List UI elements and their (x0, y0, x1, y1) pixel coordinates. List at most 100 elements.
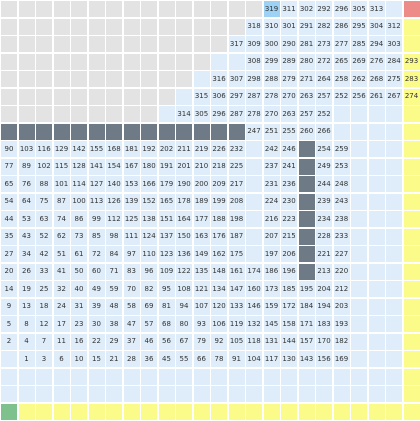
number-cell[interactable]: 63 (35, 210, 53, 228)
number-cell[interactable] (315, 368, 333, 386)
number-cell[interactable]: 173 (263, 280, 281, 298)
number-cell[interactable]: 104 (245, 350, 263, 368)
empty-cell[interactable] (88, 88, 106, 106)
number-cell[interactable]: 200 (193, 175, 211, 193)
number-cell[interactable]: 56 (158, 333, 176, 351)
number-cell[interactable]: 202 (158, 140, 176, 158)
wall-cell[interactable] (158, 123, 176, 141)
empty-cell[interactable] (140, 70, 158, 88)
number-cell[interactable]: 251 (263, 123, 281, 141)
number-cell[interactable] (175, 88, 193, 106)
wall-cell[interactable] (298, 175, 316, 193)
number-cell[interactable]: 34 (18, 245, 36, 263)
number-cell[interactable]: 145 (263, 315, 281, 333)
number-cell[interactable]: 243 (333, 193, 351, 211)
number-cell[interactable]: 266 (315, 123, 333, 141)
number-cell[interactable] (245, 193, 263, 211)
number-cell[interactable] (368, 175, 386, 193)
number-cell[interactable] (105, 403, 123, 421)
number-cell[interactable]: 66 (193, 350, 211, 368)
empty-cell[interactable] (35, 105, 53, 123)
number-cell[interactable]: 12 (35, 315, 53, 333)
number-cell[interactable] (245, 175, 263, 193)
number-cell[interactable] (385, 333, 403, 351)
number-cell[interactable]: 120 (210, 298, 228, 316)
empty-cell[interactable] (140, 0, 158, 18)
number-cell[interactable] (0, 385, 18, 403)
number-cell[interactable]: 9 (0, 298, 18, 316)
number-cell[interactable]: 221 (315, 245, 333, 263)
number-cell[interactable]: 50 (70, 263, 88, 281)
number-cell[interactable]: 31 (70, 298, 88, 316)
empty-cell[interactable] (210, 35, 228, 53)
number-cell[interactable]: 201 (175, 158, 193, 176)
number-cell[interactable]: 58 (123, 298, 141, 316)
number-cell[interactable] (385, 140, 403, 158)
number-cell[interactable] (123, 385, 141, 403)
number-cell[interactable]: 231 (263, 175, 281, 193)
number-cell[interactable]: 300 (263, 35, 281, 53)
number-cell[interactable] (368, 333, 386, 351)
empty-cell[interactable] (193, 0, 211, 18)
number-cell[interactable]: 263 (280, 105, 298, 123)
number-cell[interactable]: 296 (210, 105, 228, 123)
number-cell[interactable]: 65 (0, 175, 18, 193)
number-cell[interactable] (53, 403, 71, 421)
number-cell[interactable]: 185 (280, 280, 298, 298)
number-cell[interactable]: 210 (193, 158, 211, 176)
empty-cell[interactable] (70, 53, 88, 71)
number-cell[interactable]: 116 (35, 140, 53, 158)
number-cell[interactable] (175, 368, 193, 386)
number-cell[interactable]: 151 (158, 210, 176, 228)
empty-cell[interactable] (70, 88, 88, 106)
number-cell[interactable] (385, 280, 403, 298)
number-cell[interactable] (368, 385, 386, 403)
number-cell[interactable]: 175 (228, 245, 246, 263)
empty-cell[interactable] (18, 53, 36, 71)
number-cell[interactable]: 162 (210, 245, 228, 263)
number-cell[interactable]: 195 (298, 280, 316, 298)
number-cell[interactable]: 174 (245, 263, 263, 281)
number-cell[interactable]: 134 (210, 280, 228, 298)
number-cell[interactable]: 81 (158, 298, 176, 316)
number-cell[interactable]: 100 (70, 193, 88, 211)
number-cell[interactable]: 186 (263, 263, 281, 281)
empty-cell[interactable] (18, 18, 36, 36)
number-cell[interactable]: 248 (333, 175, 351, 193)
number-cell[interactable]: 261 (368, 88, 386, 106)
number-cell[interactable] (403, 140, 420, 158)
number-cell[interactable] (403, 228, 420, 246)
empty-cell[interactable] (35, 88, 53, 106)
number-cell[interactable]: 197 (263, 245, 281, 263)
number-cell[interactable]: 311 (280, 0, 298, 18)
empty-cell[interactable] (88, 53, 106, 71)
number-cell[interactable] (385, 123, 403, 141)
empty-cell[interactable] (123, 53, 141, 71)
number-cell[interactable]: 288 (263, 70, 281, 88)
number-cell[interactable]: 213 (315, 263, 333, 281)
number-cell[interactable]: 82 (140, 280, 158, 298)
number-cell[interactable]: 110 (140, 245, 158, 263)
number-cell[interactable] (245, 368, 263, 386)
empty-cell[interactable] (18, 35, 36, 53)
number-cell[interactable]: 76 (18, 175, 36, 193)
number-cell[interactable] (35, 403, 53, 421)
empty-cell[interactable] (175, 0, 193, 18)
number-cell[interactable] (368, 140, 386, 158)
number-cell[interactable]: 7 (35, 333, 53, 351)
number-cell[interactable]: 1 (18, 350, 36, 368)
number-cell[interactable]: 203 (333, 298, 351, 316)
number-cell[interactable]: 170 (315, 333, 333, 351)
number-cell[interactable] (298, 368, 316, 386)
empty-cell[interactable] (105, 0, 123, 18)
number-cell[interactable]: 279 (280, 70, 298, 88)
number-cell[interactable] (368, 245, 386, 263)
number-cell[interactable] (368, 228, 386, 246)
number-cell[interactable]: 293 (403, 53, 420, 71)
number-cell[interactable] (403, 403, 420, 421)
number-cell[interactable]: 140 (105, 175, 123, 193)
empty-cell[interactable] (88, 18, 106, 36)
empty-cell[interactable] (105, 18, 123, 36)
number-cell[interactable] (158, 105, 176, 123)
number-cell[interactable] (70, 403, 88, 421)
